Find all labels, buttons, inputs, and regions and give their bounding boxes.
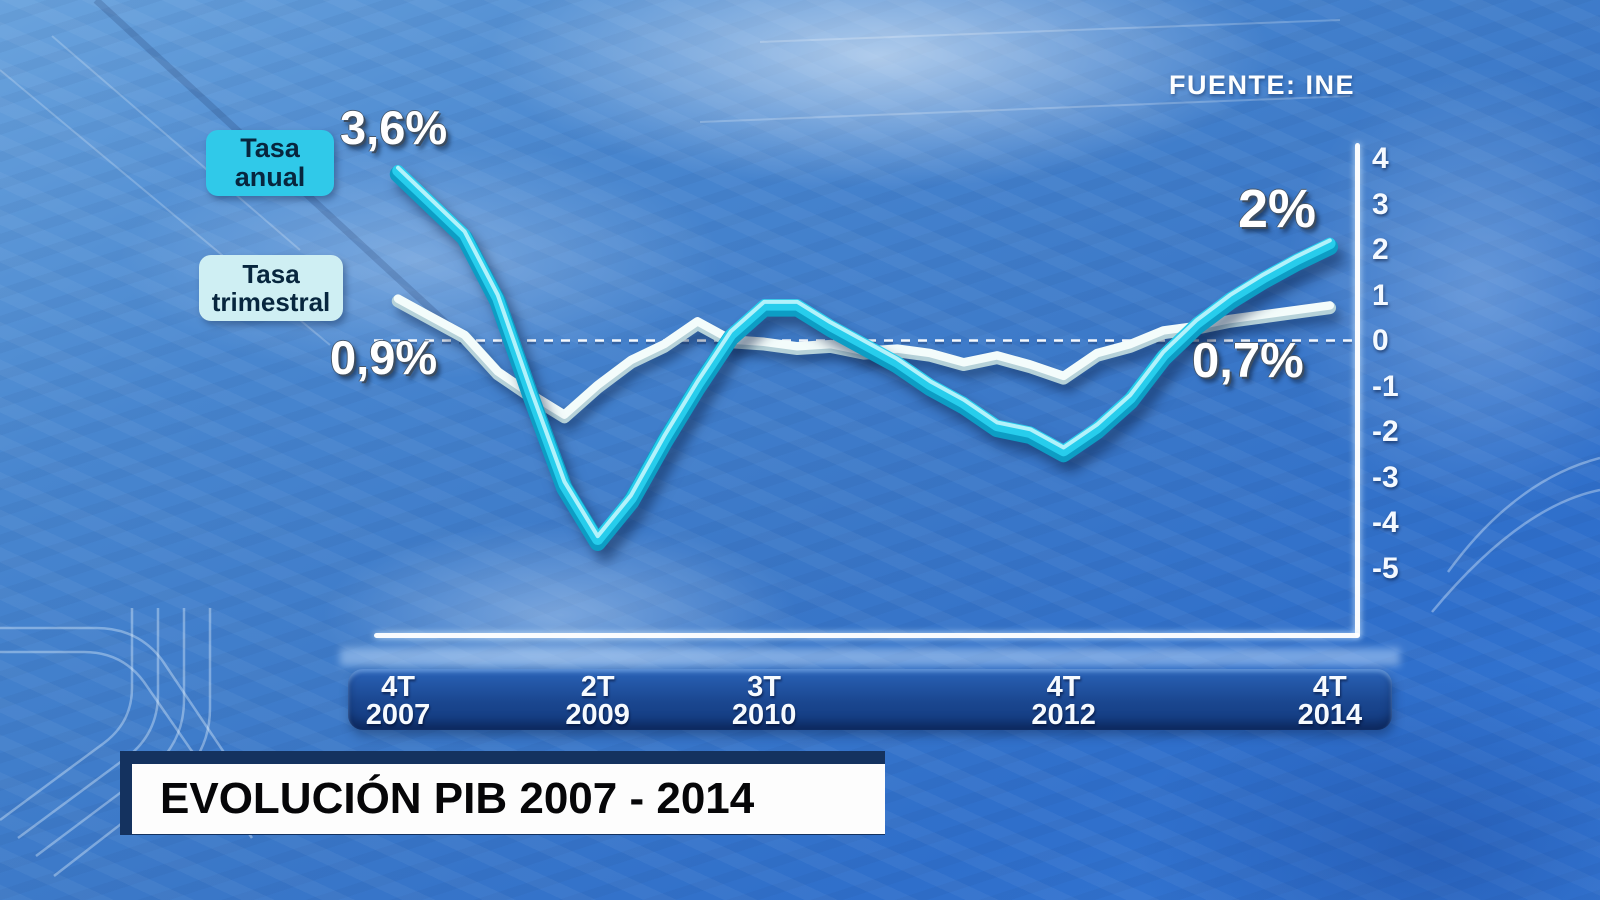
y-axis-line xyxy=(1355,143,1360,637)
y-tick-label: 3 xyxy=(1372,187,1389,221)
x-tick-label: 4T 2014 xyxy=(1297,671,1363,731)
y-tick-label: 1 xyxy=(1372,278,1389,312)
y-tick-label: -1 xyxy=(1372,369,1399,403)
series-stroke xyxy=(391,294,1337,424)
x-axis-highlight-band xyxy=(340,648,1400,666)
legend-annual-line2: anual xyxy=(234,162,306,192)
x-tick-quarter: 2T xyxy=(580,671,615,703)
x-tick-quarter: 4T xyxy=(381,671,415,703)
y-tick-label: -2 xyxy=(1372,415,1399,448)
x-tick-year: 2010 xyxy=(731,699,797,731)
x-axis-line xyxy=(374,633,1360,638)
quarterly-end-value-label: 0,7% xyxy=(1192,334,1304,388)
x-tick-label: 2T 2009 xyxy=(565,671,630,731)
series-stroke xyxy=(396,165,1332,539)
x-tick-quarter: 4T xyxy=(1312,671,1347,703)
x-tick-quarter: 3T xyxy=(747,671,781,703)
series-stroke xyxy=(393,294,1335,419)
page-title: EVOLUCIÓN PIB 2007 - 2014 xyxy=(160,774,755,823)
x-tick-label: 3T 2010 xyxy=(731,671,797,731)
x-tick-year: 2009 xyxy=(565,699,630,731)
series-quarterly-line xyxy=(391,294,1337,424)
data-series-layer xyxy=(389,164,1339,551)
series-stroke xyxy=(389,165,1339,551)
legend-annual-line1: Tasa xyxy=(240,133,300,163)
legend-quarterly-line1: Tasa xyxy=(242,259,300,289)
series-stroke xyxy=(392,164,1336,545)
title-bar: EVOLUCIÓN PIB 2007 - 2014 xyxy=(132,764,885,834)
x-tick-year: 2012 xyxy=(1031,699,1096,731)
annual-end-value-label: 2% xyxy=(1238,179,1317,239)
y-tick-label: 0 xyxy=(1372,324,1389,357)
x-tick-label: 4T 2012 xyxy=(1031,671,1096,731)
y-tick-label: 4 xyxy=(1372,142,1389,175)
x-axis-bar: 4T 2007 2T 2009 3T 2010 4T 2012 4T 2014 xyxy=(348,669,1392,730)
legend-quarterly-rate: Tasa trimestral xyxy=(199,255,343,321)
x-tick-quarter: 4T xyxy=(1046,671,1081,703)
y-tick-label: -5 xyxy=(1372,551,1399,585)
x-tick-year: 2014 xyxy=(1297,699,1363,731)
legend-quarterly-line2: trimestral xyxy=(211,287,331,317)
series-annual-line xyxy=(389,164,1339,551)
annual-start-value-label: 3,6% xyxy=(340,101,448,154)
source-label: FUENTE: INE xyxy=(1168,70,1355,100)
y-tick-label: -4 xyxy=(1372,506,1399,539)
legend-annual-rate: Tasa anual xyxy=(206,130,334,196)
x-tick-year: 2007 xyxy=(365,699,431,731)
y-tick-label: 2 xyxy=(1372,233,1389,266)
y-tick-label: -3 xyxy=(1372,460,1399,494)
x-tick-label: 4T 2007 xyxy=(365,671,431,731)
quarterly-start-value-label: 0,9% xyxy=(330,331,438,384)
